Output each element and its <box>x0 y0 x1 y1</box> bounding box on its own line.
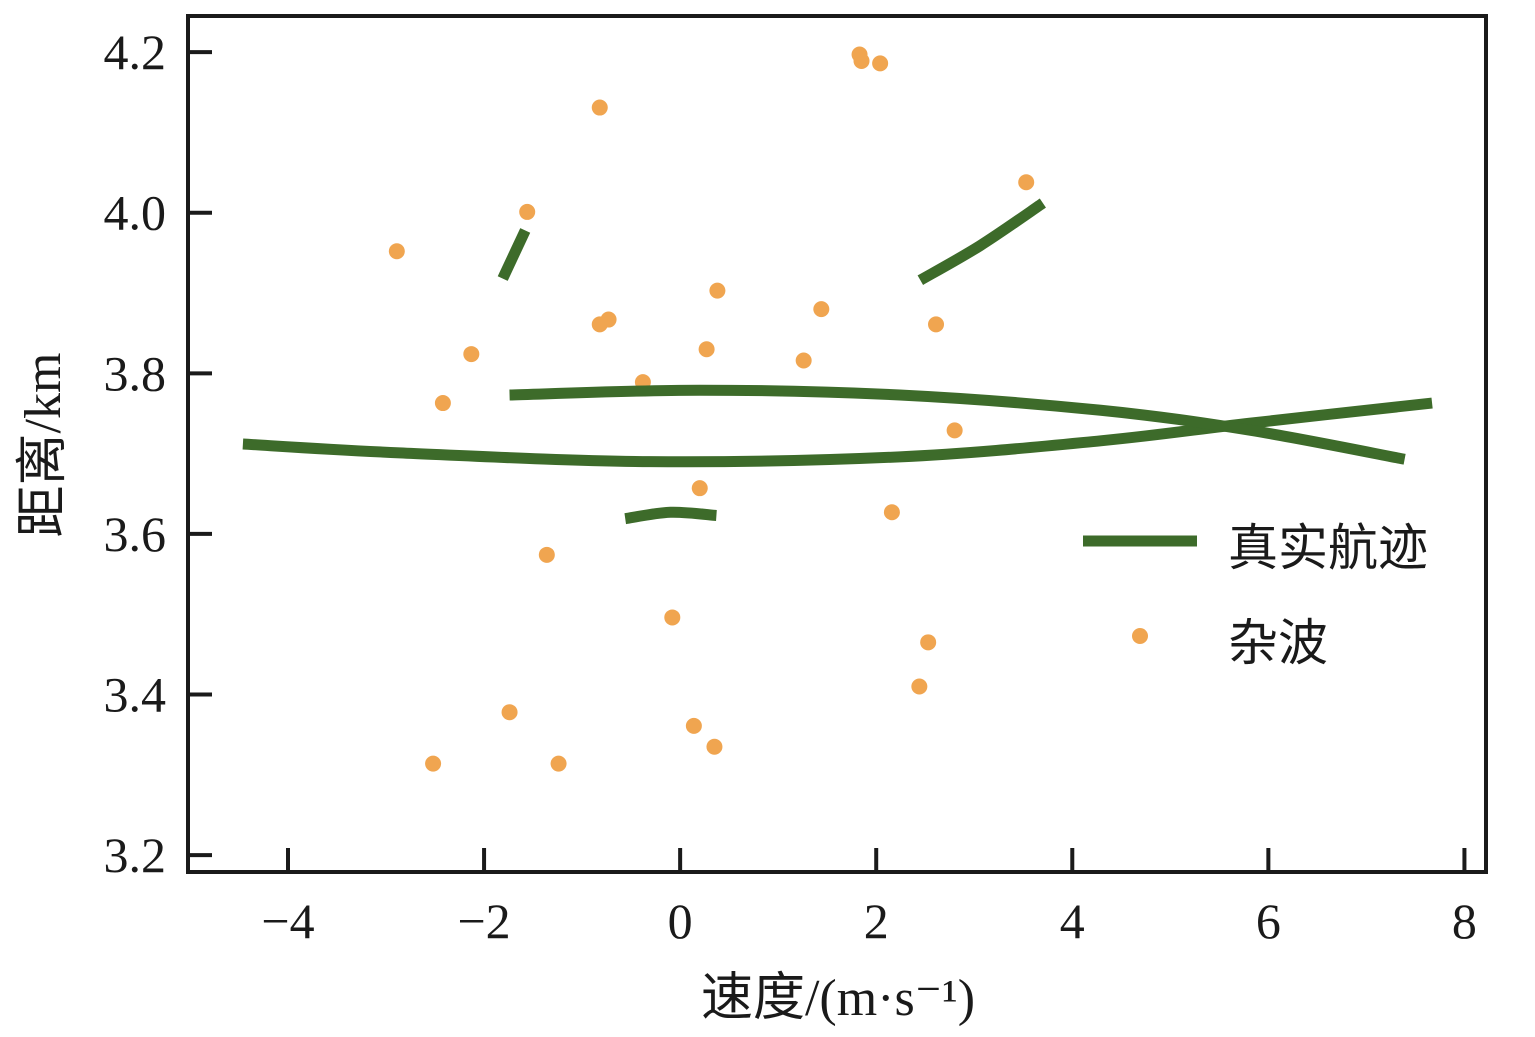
clutter-point <box>911 678 928 695</box>
clutter-point <box>1018 174 1035 191</box>
y-axis-label: 距离/km <box>15 353 72 538</box>
legend-clutter-swatch <box>1132 628 1148 644</box>
clutter-point <box>664 609 681 626</box>
y-tick-label: 3.2 <box>104 827 167 883</box>
clutter-point <box>434 395 451 412</box>
track-line-2 <box>509 384 1406 465</box>
clutter-point <box>920 634 937 651</box>
ticks: −4 −2 0 2 4 6 8 3.2 3.4 3.6 3.8 4.0 4.2 <box>104 24 1477 949</box>
track-line-1 <box>242 397 1433 468</box>
x-tick-label: 8 <box>1452 893 1477 949</box>
x-axis-label: 速度/(m·s⁻¹) <box>701 970 975 1027</box>
clutter-point <box>538 546 555 563</box>
clutter-point <box>872 55 889 72</box>
x-tick-label: −4 <box>261 893 314 949</box>
x-tick-label: 4 <box>1060 893 1085 949</box>
clutter-point <box>425 755 442 772</box>
clutter-point <box>853 52 870 69</box>
x-tick-label: −2 <box>457 893 510 949</box>
y-tick-label: 3.4 <box>104 667 167 723</box>
clutter-point <box>463 346 480 363</box>
track-line-4 <box>917 198 1046 285</box>
y-tick-label: 4.0 <box>104 185 167 241</box>
clutter-point <box>519 203 536 220</box>
y-tick-label: 3.6 <box>104 506 167 562</box>
legend-track-label: 真实航迹 <box>1228 520 1428 576</box>
clutter-point <box>698 341 715 358</box>
plot-marks <box>242 46 1433 772</box>
x-tick-label: 6 <box>1256 893 1281 949</box>
clutter-point <box>813 301 830 318</box>
clutter-point <box>946 422 963 439</box>
clutter-point <box>706 738 723 755</box>
clutter-point <box>600 311 617 328</box>
clutter-point <box>591 99 608 116</box>
clutter-point <box>691 480 708 497</box>
clutter-point <box>928 316 945 333</box>
x-tick-label: 0 <box>668 893 693 949</box>
track-line-3 <box>497 228 531 281</box>
y-tick-label: 3.8 <box>104 345 167 401</box>
clutter-point <box>709 282 726 299</box>
clutter-point <box>501 704 518 721</box>
clutter-point <box>388 243 405 260</box>
legend: 真实航迹 杂波 <box>1083 520 1428 671</box>
track-line-5 <box>624 506 717 525</box>
legend-clutter-label: 杂波 <box>1228 615 1328 671</box>
clutter-point <box>795 352 812 369</box>
x-tick-label: 2 <box>864 893 889 949</box>
clutter-point <box>550 755 567 772</box>
plot-frame <box>186 14 1488 874</box>
y-tick-label: 4.2 <box>104 24 167 80</box>
clutter-point <box>883 504 900 521</box>
clutter-point <box>685 717 702 734</box>
